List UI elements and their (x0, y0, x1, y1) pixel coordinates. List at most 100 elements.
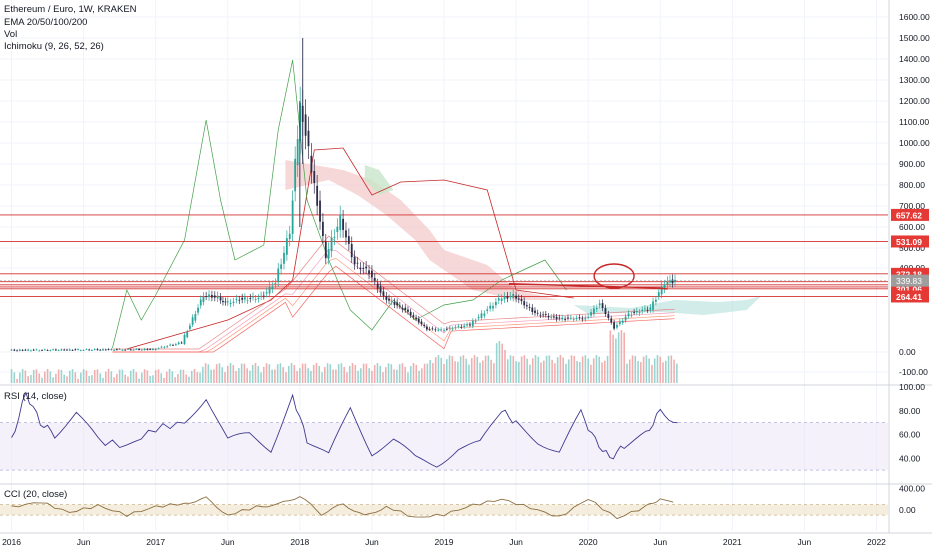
volume-bar (468, 364, 470, 383)
volume-bar (41, 377, 43, 383)
candle-body (469, 324, 471, 326)
candle-body (283, 252, 285, 264)
candle-body (486, 309, 489, 311)
candle-body (222, 300, 224, 303)
candle-body (528, 307, 531, 308)
volume-bar (526, 358, 528, 383)
candle-body (186, 331, 189, 338)
volume-bar (310, 370, 312, 383)
volume-bar (579, 361, 581, 383)
volume-bar (487, 355, 490, 383)
candle-body (13, 349, 16, 351)
candle-body (16, 350, 18, 352)
candle-body (655, 299, 657, 302)
volume-bar (529, 364, 531, 383)
candle-body (506, 296, 509, 299)
candle-body (613, 322, 616, 329)
candle-body (294, 158, 297, 192)
volume-bar (567, 359, 570, 383)
candle-body (539, 314, 542, 316)
volume-bar (46, 369, 49, 383)
candle-body (124, 349, 127, 351)
volume-bar (104, 371, 107, 383)
volume-bar (224, 372, 226, 383)
time-tick-label: 2016 (2, 537, 21, 547)
volume-bar (609, 330, 612, 383)
cci-line (11, 496, 674, 520)
candle-body (646, 309, 649, 311)
volume-bar (454, 361, 456, 383)
volume-bar (74, 372, 77, 383)
volume-bar (323, 367, 326, 383)
volume-bar (149, 375, 151, 383)
volume-bar (246, 368, 248, 383)
candle-body (604, 308, 607, 315)
volume-bar (129, 370, 132, 383)
volume-bar (368, 368, 370, 383)
candle-body (313, 171, 316, 184)
volume-bar (448, 355, 451, 383)
candle-body (454, 327, 457, 329)
candle-body (96, 349, 99, 351)
time-tick-label: Jun (653, 537, 667, 547)
volume-bar (640, 362, 642, 383)
volume-bar (623, 332, 625, 383)
ichimoku-cloud (285, 160, 574, 300)
price-tick-label: 1500.00 (899, 33, 930, 43)
volume-bar (127, 376, 129, 383)
volume-bar (77, 378, 79, 383)
volume-bar (30, 374, 32, 383)
volume-bar (238, 368, 240, 383)
volume-bar (193, 369, 196, 383)
candle-body (671, 279, 674, 284)
candle-body (460, 326, 463, 328)
volume-bar (459, 356, 462, 383)
candle-body (211, 295, 213, 298)
volume-bar (396, 369, 398, 383)
ema-line-3 (112, 258, 675, 353)
candle-body (88, 349, 91, 351)
candle-body (601, 303, 604, 309)
candle-body (359, 267, 362, 270)
volume-bar (68, 370, 71, 383)
volume-bar (141, 372, 143, 383)
volume-bar (581, 356, 584, 383)
volume-bar (215, 364, 218, 383)
candle-body (347, 236, 350, 244)
candle-body (163, 347, 166, 348)
volume-bar (229, 363, 232, 383)
candle-body (407, 309, 409, 312)
volume-bar (440, 357, 443, 383)
candle-body (520, 299, 523, 302)
volume-bar (226, 365, 229, 383)
volume-bar (24, 370, 27, 383)
volume-bar (515, 361, 517, 383)
candle-body (474, 321, 477, 322)
cci-pane: 400.00 0.00 (0, 484, 925, 520)
candle-body (154, 349, 157, 351)
volume-bar (152, 375, 154, 383)
price-tick-label: 500.00 (899, 243, 925, 253)
volume-bar (293, 365, 296, 383)
volume-bar (80, 372, 82, 383)
volume-bar (121, 369, 124, 383)
volume-bar (249, 370, 251, 383)
time-tick-label: Jun (509, 537, 523, 547)
volume-bar (495, 343, 498, 383)
time-axis: 2016 Jun 2017 Jun 2018 Jun 2019 Jun 2020 Jun 2021 J… (2, 537, 886, 547)
candle-body (241, 297, 244, 300)
candle-body (82, 350, 85, 351)
price-tick-label: 800.00 (899, 180, 925, 190)
candle-body (202, 296, 205, 302)
candle-body (226, 301, 229, 303)
candles (10, 86, 676, 352)
ema-line-4 (112, 265, 675, 353)
candle-body (336, 226, 339, 233)
candle-body (27, 349, 30, 351)
candle-body (497, 298, 500, 301)
candle-body (115, 349, 118, 351)
candle-body (390, 301, 393, 302)
volume-bar (138, 378, 140, 383)
volume-bar (534, 355, 537, 383)
candle-body (572, 319, 575, 321)
